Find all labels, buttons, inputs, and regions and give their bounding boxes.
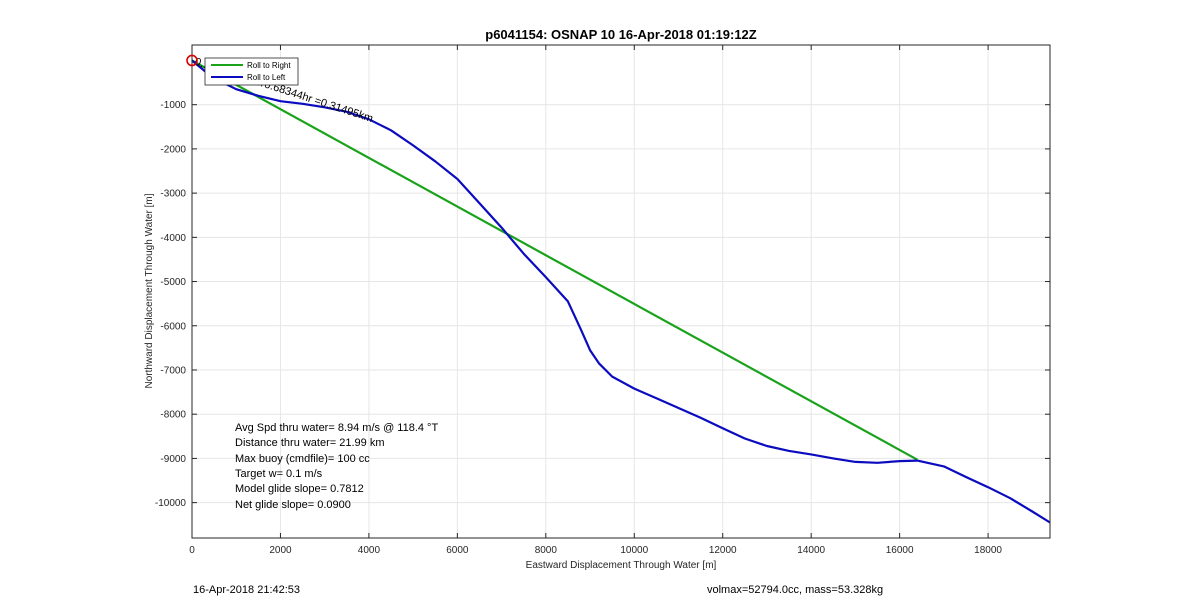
y-axis-label: Northward Displacement Through Water [m]: [144, 193, 155, 388]
plot-frame: [191, 44, 1051, 539]
y-tick-label: -9000: [160, 454, 186, 465]
stat-distance: Distance thru water= 21.99 km: [235, 437, 385, 449]
legend-label-roll-right: Roll to Right: [247, 61, 291, 70]
x-tick-label: 8000: [535, 545, 558, 556]
y-tick-label: -1000: [160, 100, 186, 111]
footer-volmax: volmax=52794.0cc, mass=53.328kg: [707, 584, 883, 596]
y-tick-label: -3000: [160, 189, 186, 200]
y-tick-label: -4000: [160, 233, 186, 244]
legend-box: [204, 57, 299, 86]
y-tick-label: -7000: [160, 365, 186, 376]
stats-block: Avg Spd thru water= 8.94 m/s @ 118.4 °T …: [235, 422, 438, 511]
stat-net-glide: Net glide slope= 0.0900: [235, 499, 351, 511]
y-tick-label: -8000: [160, 410, 186, 421]
legend: Roll to Right Roll to Left: [204, 57, 299, 86]
x-tick-label: 0: [189, 545, 195, 556]
y-axis-ticks: -10000 -9000 -8000 -7000 -6000 -5000 -4000 -300…: [155, 100, 1050, 509]
stat-target-w: Target w= 0.1 m/s: [235, 468, 323, 480]
x-tick-label: 2000: [269, 545, 292, 556]
series-layer: [191, 59, 1051, 524]
stat-max-buoy: Max buoy (cmdfile)= 100 cc: [235, 453, 370, 465]
plot-area: [192, 45, 1050, 538]
x-axis-label: Eastward Displacement Through Water [m]: [526, 560, 717, 571]
chart-title: p6041154: OSNAP 10 16-Apr-2018 01:19:12Z: [485, 27, 757, 42]
x-tick-label: 16000: [886, 545, 914, 556]
y-tick-label: -2000: [160, 144, 186, 155]
legend-label-roll-left: Roll to Left: [247, 73, 286, 82]
x-tick-label: 4000: [358, 545, 381, 556]
x-tick-label: 18000: [974, 545, 1002, 556]
x-tick-label: 10000: [620, 545, 648, 556]
stat-avg-speed: Avg Spd thru water= 8.94 m/s @ 118.4 °T: [235, 422, 438, 434]
x-tick-label: 6000: [446, 545, 469, 556]
series-line-roll-left: [191, 59, 1051, 524]
x-tick-label: 14000: [797, 545, 825, 556]
series-line-roll-right: [191, 59, 918, 461]
grid: [192, 45, 1050, 538]
footer-timestamp: 16-Apr-2018 21:42:53: [193, 584, 300, 596]
start-marker: [186, 54, 198, 67]
x-tick-label: 12000: [709, 545, 737, 556]
stat-model-glide: Model glide slope= 0.7812: [235, 483, 364, 495]
y-tick-label: -10000: [155, 498, 187, 509]
y-tick-label: -6000: [160, 321, 186, 332]
y-tick-label: -5000: [160, 277, 186, 288]
